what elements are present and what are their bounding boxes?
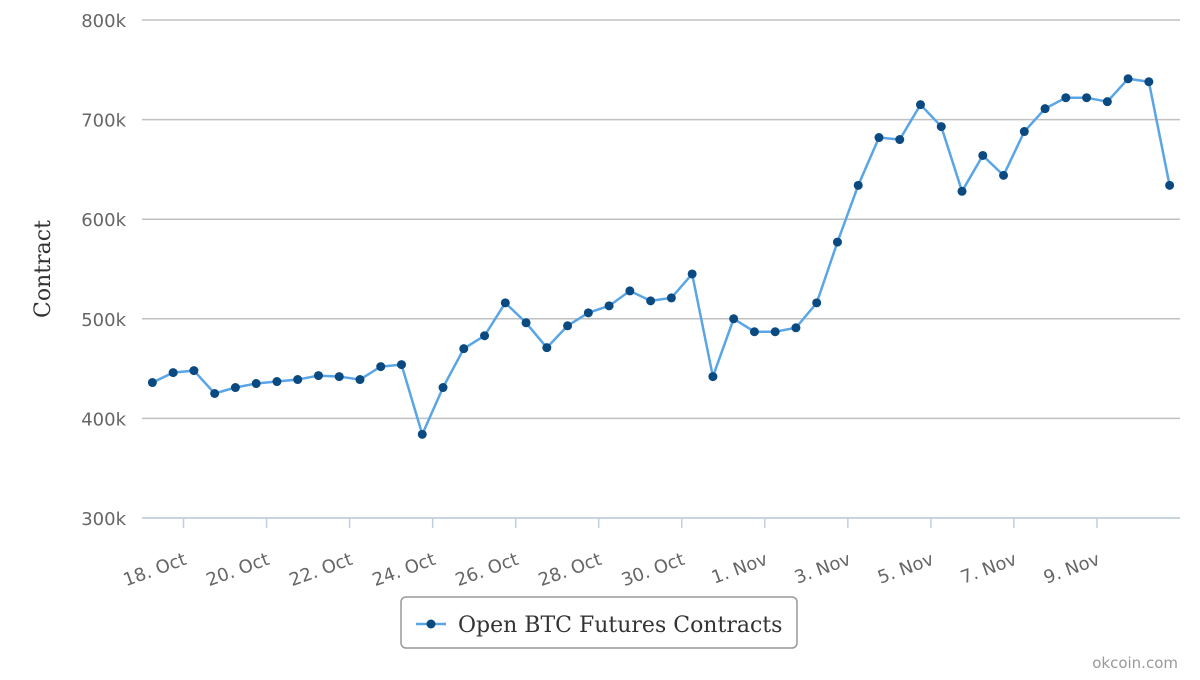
point	[936, 122, 946, 132]
point	[313, 371, 323, 381]
point	[210, 389, 220, 398]
point	[729, 314, 739, 324]
point	[604, 301, 614, 311]
point	[583, 308, 593, 318]
legend-marker	[426, 619, 436, 629]
point	[459, 344, 469, 354]
series-line	[151, 77, 1171, 438]
point	[853, 180, 863, 190]
point	[397, 360, 406, 370]
point	[978, 150, 988, 160]
point	[272, 377, 282, 387]
point	[230, 383, 240, 393]
point	[770, 327, 780, 337]
point	[521, 318, 531, 328]
x-tick-label: 24. Oct	[370, 549, 439, 591]
point	[1123, 74, 1133, 84]
y-axis-title: Contract	[31, 220, 56, 318]
point	[812, 298, 822, 308]
point	[563, 321, 573, 331]
point	[168, 368, 178, 378]
point	[895, 135, 905, 145]
point	[500, 298, 510, 308]
point	[293, 375, 303, 385]
point	[687, 269, 697, 279]
point	[957, 186, 967, 196]
point	[147, 378, 157, 388]
y-tick-label: 800k	[81, 11, 126, 32]
point	[749, 327, 759, 337]
point	[999, 170, 1009, 180]
point	[1082, 93, 1092, 103]
point	[376, 362, 386, 372]
point	[189, 366, 199, 376]
x-tick-label: 30. Oct	[619, 549, 688, 591]
point	[1019, 127, 1029, 137]
point	[438, 383, 448, 393]
point	[916, 100, 925, 110]
point	[355, 375, 365, 385]
point	[708, 372, 718, 382]
x-tick-label: 7. Nov	[958, 549, 1020, 589]
point	[334, 372, 344, 382]
point	[791, 323, 801, 333]
y-tick-label: 500k	[81, 310, 126, 331]
point	[1165, 180, 1175, 190]
x-tick-label: 26. Oct	[453, 549, 522, 591]
x-tick-label: 1. Nov	[709, 549, 771, 589]
point	[417, 429, 427, 439]
point	[1144, 77, 1154, 87]
point	[646, 296, 656, 306]
point	[625, 286, 635, 296]
point	[666, 293, 676, 303]
point	[1061, 93, 1071, 103]
legend-label: Open BTC Futures Contracts	[458, 613, 782, 638]
legend-box	[400, 596, 798, 649]
point	[1040, 104, 1050, 114]
x-tick-label: 22. Oct	[287, 549, 356, 591]
x-tick-label: 28. Oct	[536, 549, 605, 591]
y-tick-label: 600k	[81, 210, 126, 231]
x-tick-label: 5. Nov	[875, 549, 937, 589]
point	[480, 331, 490, 341]
y-tick-label: 700k	[81, 111, 126, 132]
x-tick-label: 9. Nov	[1041, 549, 1103, 589]
point	[542, 343, 552, 353]
x-tick-label: 3. Nov	[792, 549, 854, 589]
x-tick-label: 20. Oct	[204, 549, 273, 591]
point	[874, 133, 884, 143]
y-tick-label: 300k	[81, 509, 126, 530]
point	[251, 379, 261, 389]
y-tick-label: 400k	[81, 409, 126, 430]
point	[1102, 97, 1112, 107]
credits: okcoin.com	[1092, 654, 1178, 672]
point	[832, 237, 842, 247]
x-tick-label: 18. Oct	[121, 549, 190, 591]
